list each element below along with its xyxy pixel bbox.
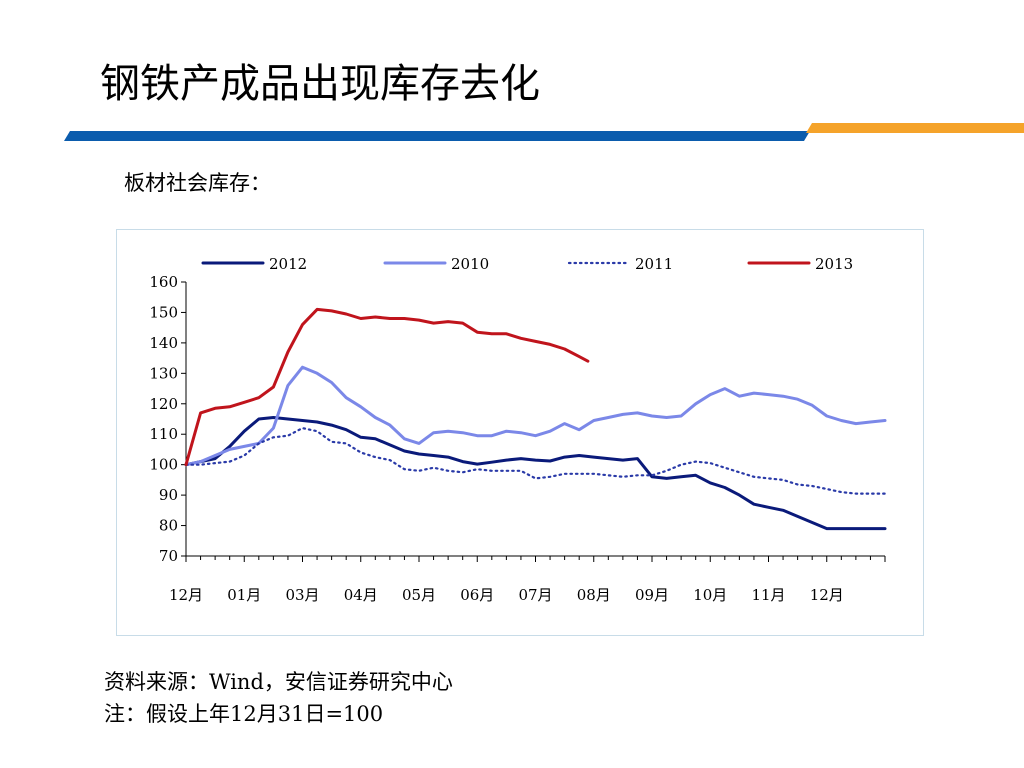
y-tick-label: 140 xyxy=(149,334,178,352)
y-tick-label: 150 xyxy=(149,303,178,321)
chart-subtitle: 板材社会库存： xyxy=(124,171,271,195)
y-tick-label: 90 xyxy=(159,486,178,504)
series-line-2013 xyxy=(184,307,590,467)
x-tick-label: 12月 xyxy=(810,586,844,604)
x-tick-label: 07月 xyxy=(518,586,552,604)
y-tick-label: 130 xyxy=(149,364,178,382)
x-tick-label: 01月 xyxy=(227,586,261,604)
y-tick-label: 70 xyxy=(159,547,178,565)
chart-container: 70 80 90 100 110 120 130 140 150 160 12月 01月 03月 04月 0… xyxy=(116,229,924,636)
series-line-2012 xyxy=(184,416,887,531)
footnotes: 资料来源：Wind，安信证券研究中心 注：假设上年12月31日=100 xyxy=(104,666,453,730)
x-tick-label: 12月 xyxy=(169,586,203,604)
series-line-2010 xyxy=(184,365,887,467)
legend-label-2012: 2012 xyxy=(269,255,307,273)
title-underline-blue xyxy=(64,131,810,141)
series-line-2011 xyxy=(184,427,887,495)
title-underline-orange xyxy=(806,123,1024,133)
x-tick-label: 05月 xyxy=(402,586,436,604)
line-chart: 70 80 90 100 110 120 130 140 150 160 12月 01月 03月 04月 0… xyxy=(149,255,887,604)
legend-label-2011: 2011 xyxy=(635,255,673,273)
x-tick-label: 11月 xyxy=(751,586,785,604)
y-tick-label: 110 xyxy=(149,425,178,443)
x-tick-label: 04月 xyxy=(344,586,378,604)
source-note: 资料来源：Wind，安信证券研究中心 xyxy=(104,670,453,694)
x-tick-label: 08月 xyxy=(577,586,611,604)
y-tick-label: 120 xyxy=(149,395,178,413)
x-tick-label: 10月 xyxy=(693,586,727,604)
slide-title: 钢铁产成品出现库存去化 xyxy=(100,61,540,107)
baseline-note: 注：假设上年12月31日=100 xyxy=(104,702,384,726)
legend-label-2013: 2013 xyxy=(815,255,853,273)
x-tick-label: 03月 xyxy=(285,586,319,604)
x-tick-label: 09月 xyxy=(635,586,669,604)
y-tick-label: 160 xyxy=(149,273,178,291)
x-tick-label: 06月 xyxy=(460,586,494,604)
legend-label-2010: 2010 xyxy=(451,255,489,273)
y-tick-label: 100 xyxy=(149,456,178,474)
y-tick-label: 80 xyxy=(159,517,178,535)
